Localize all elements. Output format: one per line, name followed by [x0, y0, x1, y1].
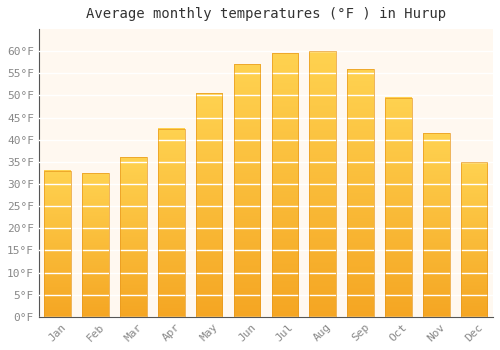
Bar — [310, 51, 336, 317]
Bar — [120, 158, 146, 317]
Bar — [423, 133, 450, 317]
Bar — [348, 69, 374, 317]
Title: Average monthly temperatures (°F ) in Hurup: Average monthly temperatures (°F ) in Hu… — [86, 7, 446, 21]
Bar — [82, 173, 109, 317]
Bar — [44, 171, 71, 317]
Bar — [234, 64, 260, 317]
Bar — [158, 129, 184, 317]
Bar — [385, 98, 411, 317]
Bar — [196, 93, 222, 317]
Bar — [272, 54, 298, 317]
Bar — [461, 162, 487, 317]
